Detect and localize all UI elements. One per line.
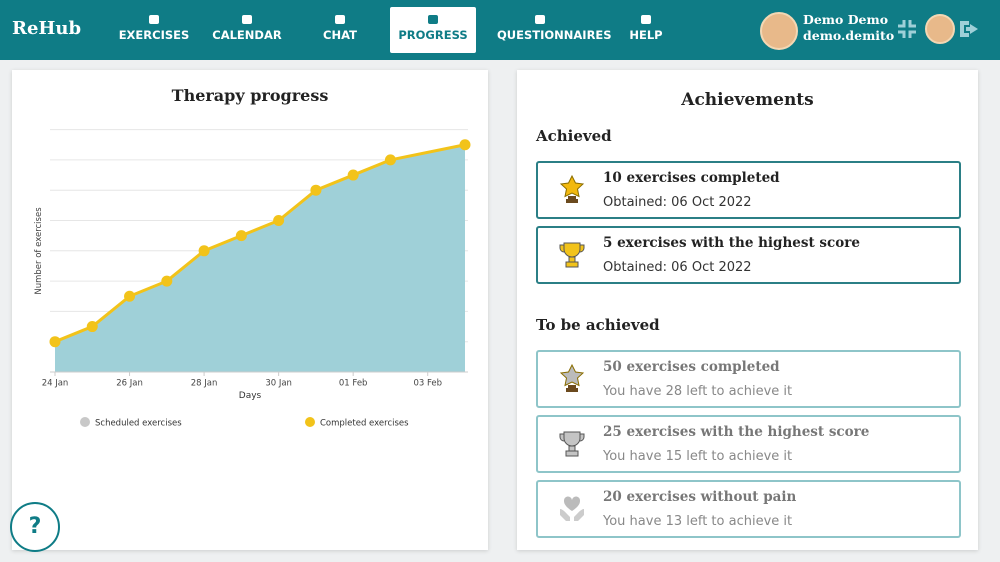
- chart: Therapy progress Days Number of exercise…: [34, 86, 471, 429]
- x-tick-label: 30 Jan: [265, 379, 292, 389]
- help-button[interactable]: ?: [10, 502, 60, 552]
- progress-card: Therapy progress Days Number of exercise…: [12, 70, 488, 550]
- nav-item[interactable]: EXERCISES: [111, 7, 197, 53]
- legend-label: Scheduled exercises: [95, 419, 182, 429]
- point: [459, 139, 471, 151]
- nav-item[interactable]: HELP: [603, 7, 689, 53]
- nav-label: EXERCISES: [118, 28, 190, 42]
- achievement: 50 exercises completed You have 28 left t…: [536, 350, 961, 408]
- achievement-icon: [559, 363, 585, 392]
- point: [384, 154, 396, 166]
- nav-item[interactable]: CALENDAR: [204, 7, 290, 53]
- x-axis-label: Days: [239, 391, 262, 401]
- logout-icon[interactable]: [958, 18, 984, 40]
- achievement-title: 50 exercises completed: [603, 359, 780, 375]
- achievement-detail: Obtained: 06 Oct 2022: [603, 260, 752, 275]
- legend-swatch: [80, 417, 90, 427]
- x-tick-label: 28 Jan: [191, 379, 218, 389]
- nav-icon: [149, 15, 159, 24]
- x-tick-label: 24 Jan: [42, 379, 69, 389]
- nav-icon: [641, 15, 651, 24]
- point: [161, 275, 173, 287]
- point: [235, 230, 247, 242]
- achievement-title: 10 exercises completed: [603, 170, 780, 186]
- achievement: 25 exercises with the highest score You h…: [536, 415, 961, 473]
- nav-icon: [535, 15, 545, 24]
- nav-item[interactable]: QUESTIONNAIRES: [497, 7, 612, 53]
- achievement-title: 25 exercises with the highest score: [603, 424, 870, 440]
- nav-icon: [242, 15, 252, 24]
- brand[interactable]: ReHub: [12, 18, 82, 39]
- achievement-detail: You have 13 left to achieve it: [603, 514, 793, 529]
- chart-title: Therapy progress: [172, 86, 329, 105]
- achievement-detail: You have 28 left to achieve it: [603, 384, 793, 399]
- point: [273, 215, 285, 226]
- user-info: Demo Demo demo.demito: [803, 12, 894, 44]
- point: [49, 336, 61, 348]
- x-tick-label: 01 Feb: [339, 379, 368, 389]
- nav-label: CHAT: [323, 28, 357, 42]
- nav-label: QUESTIONNAIRES: [497, 28, 612, 42]
- achievement-detail: You have 15 left to achieve it: [603, 449, 793, 464]
- x-tick-label: 26 Jan: [116, 379, 143, 389]
- nav-icon: [428, 15, 438, 24]
- x-tick-label: 03 Feb: [413, 379, 442, 389]
- achievement: 5 exercises with the highest score Obtain…: [536, 226, 961, 284]
- point: [310, 184, 322, 196]
- collapse-icon[interactable]: [896, 18, 918, 40]
- achievement: 20 exercises without pain You have 13 lef…: [536, 480, 961, 538]
- achievements-title: Achievements: [681, 90, 814, 110]
- achievement: 10 exercises completed Obtained: 06 Oct 2…: [536, 161, 961, 219]
- achievement-icon: [559, 431, 585, 457]
- nav-bar: ReHub EXERCISES CALENDAR CHAT PROGRESS QUEST…: [0, 0, 1000, 60]
- point: [347, 169, 359, 181]
- nav-item[interactable]: CHAT: [297, 7, 383, 53]
- avatar-small: [925, 14, 955, 44]
- legend-swatch: [305, 417, 315, 427]
- point: [86, 321, 98, 333]
- achievements-card: Achievements Achieved To be achieved 10 …: [517, 70, 978, 550]
- point: [124, 290, 136, 302]
- legend-label: Completed exercises: [320, 419, 409, 429]
- pending-heading: To be achieved: [536, 316, 660, 334]
- area: [55, 144, 465, 372]
- nav-item[interactable]: PROGRESS: [390, 7, 476, 53]
- achievement-title: 5 exercises with the highest score: [603, 235, 860, 251]
- point: [198, 245, 210, 257]
- nav-label: HELP: [629, 28, 663, 42]
- achievement-icon: [559, 242, 585, 268]
- nav-icon: [335, 15, 345, 24]
- avatar: [760, 12, 798, 50]
- achievement-title: 20 exercises without pain: [603, 489, 797, 505]
- y-axis-label: Number of exercises: [34, 207, 44, 295]
- achieved-heading: Achieved: [536, 127, 612, 145]
- achievement-icon: [560, 496, 584, 521]
- achievement-detail: Obtained: 06 Oct 2022: [603, 195, 752, 210]
- user-username: demo.demito: [803, 28, 895, 43]
- achievement-icon: [559, 174, 585, 203]
- user-name: Demo Demo: [803, 12, 889, 27]
- nav-label: CALENDAR: [212, 28, 282, 42]
- nav-label: PROGRESS: [398, 28, 468, 42]
